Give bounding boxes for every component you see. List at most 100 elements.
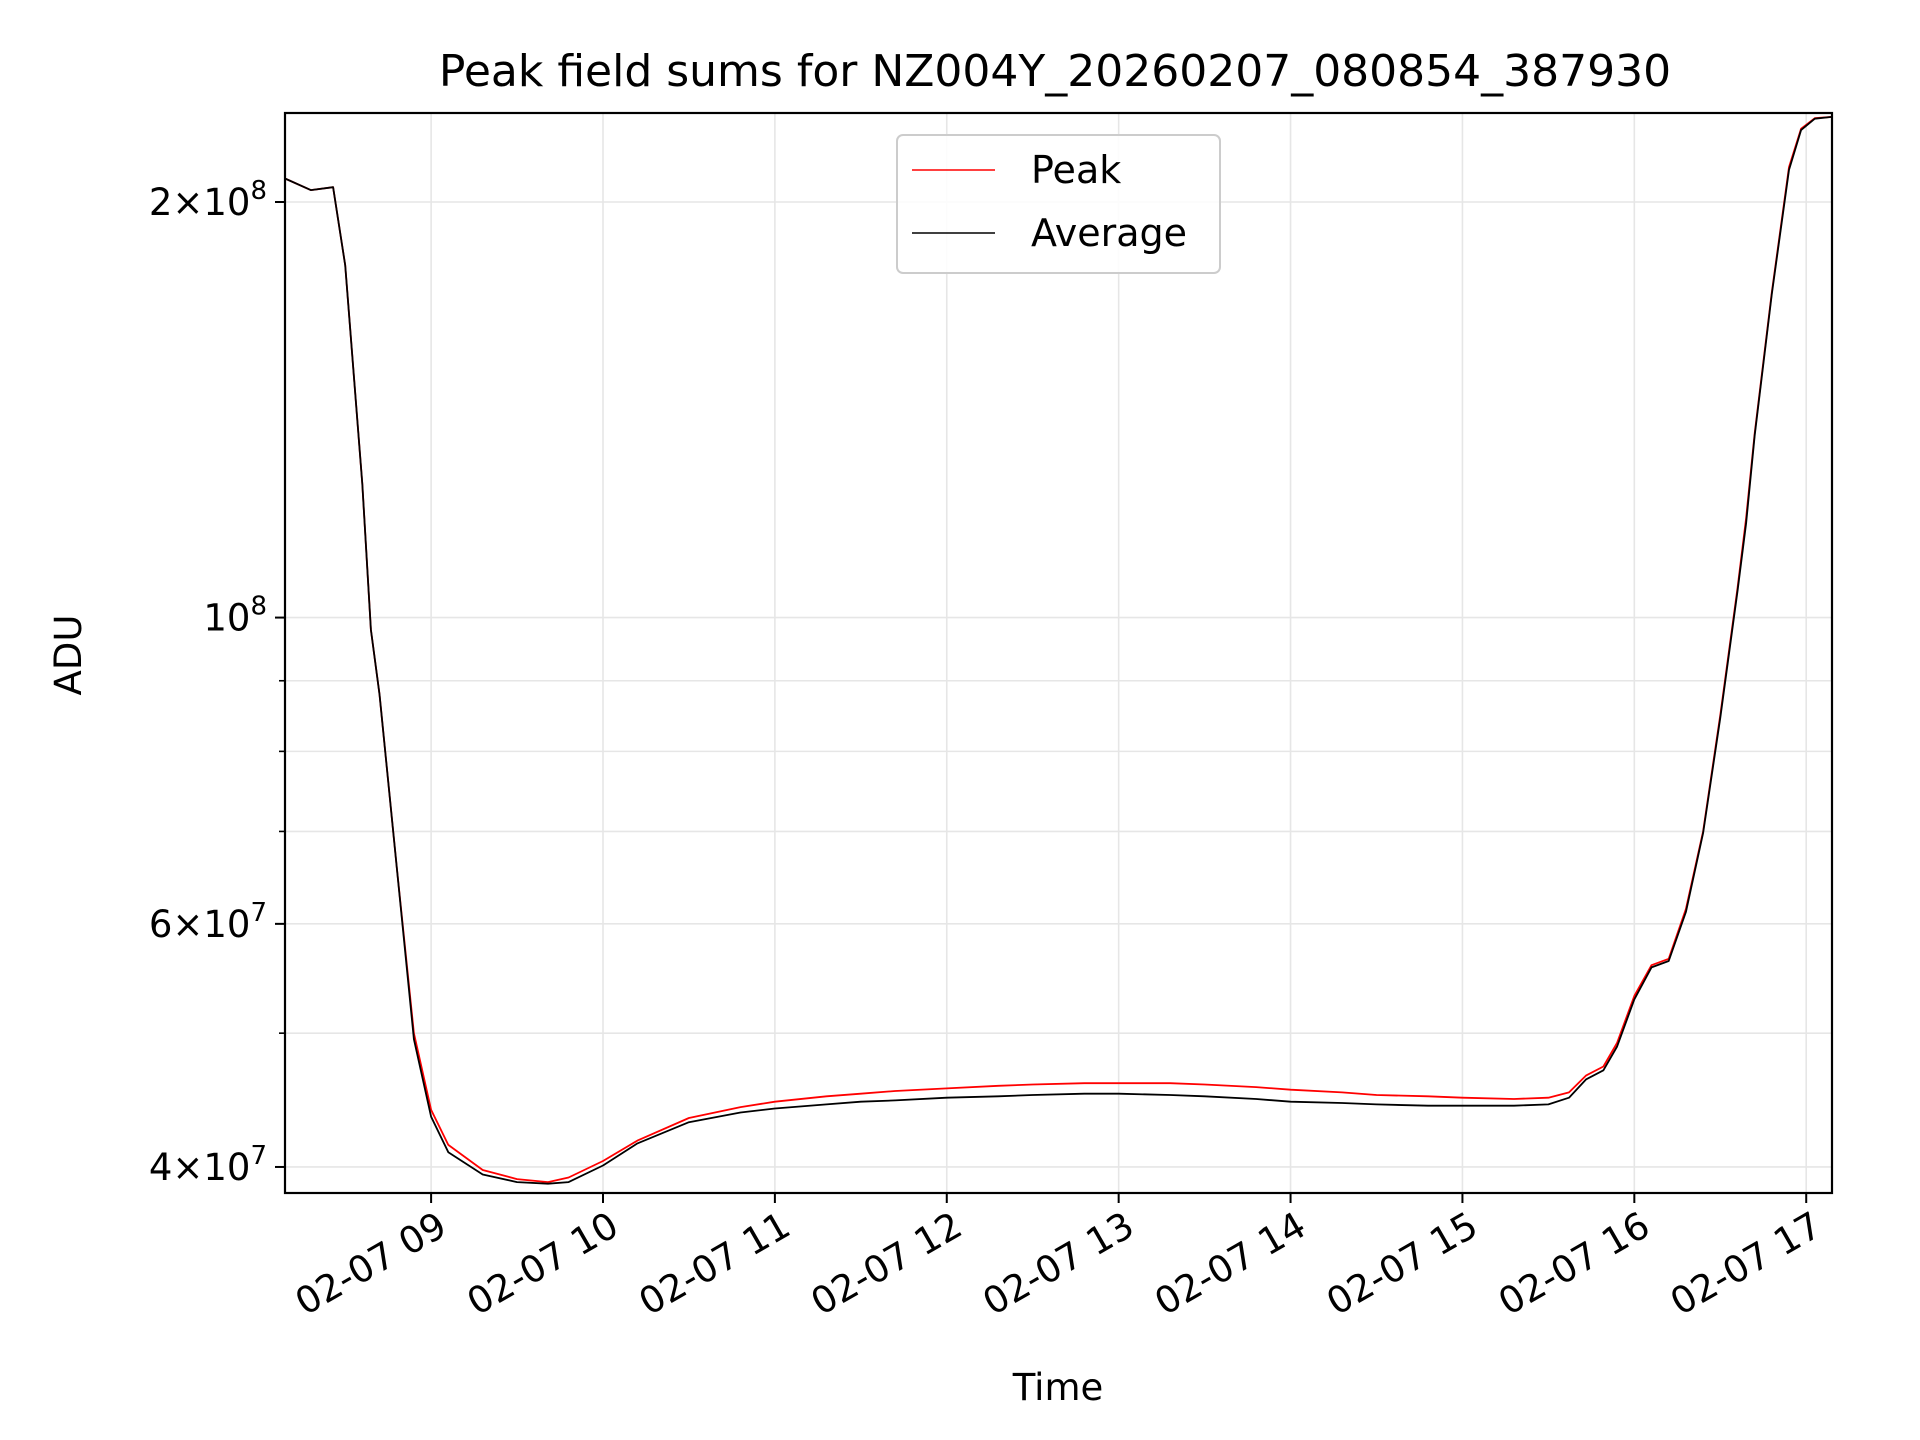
data-point-average xyxy=(1771,293,1773,295)
data-point-average xyxy=(344,264,346,266)
data-point-average xyxy=(1118,1093,1120,1095)
data-point-average xyxy=(1461,1105,1463,1107)
data-point-average xyxy=(1814,118,1816,120)
data-point-average xyxy=(430,1116,432,1118)
data-point-average xyxy=(370,629,372,631)
legend-peak-label: Peak xyxy=(1031,148,1121,192)
data-point-average xyxy=(310,189,312,191)
data-point-average xyxy=(1083,1093,1085,1095)
data-point-peak xyxy=(946,1087,948,1089)
data-point-peak xyxy=(447,1144,449,1146)
data-point-peak xyxy=(1032,1084,1034,1086)
data-point-average xyxy=(740,1112,742,1114)
data-point-average xyxy=(1737,590,1739,592)
y-tick-label: 4×107 xyxy=(149,1141,267,1189)
data-point-average xyxy=(1427,1105,1429,1107)
data-point-average xyxy=(1169,1094,1171,1096)
data-point-average xyxy=(379,693,381,695)
y-tick-label: 2×108 xyxy=(149,176,267,224)
data-point-average xyxy=(413,1038,415,1040)
data-point-peak xyxy=(1461,1097,1463,1099)
data-point-peak xyxy=(1083,1082,1085,1084)
data-point-peak xyxy=(1255,1086,1257,1088)
x-axis-label: Time xyxy=(1012,1366,1104,1409)
series-line-average xyxy=(284,116,1833,1185)
data-point-peak xyxy=(516,1178,518,1180)
y-tick-label: 108 xyxy=(203,592,267,640)
data-point-peak xyxy=(1169,1082,1171,1084)
chart-title: Peak field sums for NZ004Y_20260207_0808… xyxy=(439,46,1671,97)
data-point-average xyxy=(1788,169,1790,171)
data-point-average xyxy=(1585,1078,1587,1080)
data-point-peak xyxy=(688,1117,690,1119)
data-point-average xyxy=(826,1103,828,1105)
data-point-average xyxy=(602,1165,604,1167)
data-point-average xyxy=(688,1121,690,1123)
data-point-average xyxy=(1616,1046,1618,1048)
data-point-average xyxy=(946,1097,948,1099)
data-point-average xyxy=(636,1142,638,1144)
data-point-peak xyxy=(1513,1098,1515,1100)
y-axis-label: ADU xyxy=(47,615,90,696)
data-point-average xyxy=(774,1108,776,1110)
data-point-peak xyxy=(997,1085,999,1087)
data-point-average xyxy=(1255,1098,1257,1100)
data-point-average xyxy=(1633,998,1635,1000)
data-point-average xyxy=(332,186,334,188)
series-layer xyxy=(284,116,1833,1185)
data-point-peak xyxy=(774,1101,776,1103)
data-point-peak xyxy=(1341,1091,1343,1093)
data-point-average xyxy=(1702,832,1704,834)
data-point-average xyxy=(1341,1102,1343,1104)
data-point-peak xyxy=(602,1160,604,1162)
data-point-peak xyxy=(1376,1094,1378,1096)
data-point-average xyxy=(547,1183,549,1185)
y-tick-label: 6×107 xyxy=(149,898,267,946)
data-point-peak xyxy=(1118,1082,1120,1084)
grid-lines xyxy=(285,113,1832,1193)
data-point-peak xyxy=(860,1093,862,1095)
data-point-average xyxy=(396,866,398,868)
data-point-average xyxy=(1568,1097,1570,1099)
data-point-average xyxy=(1668,960,1670,962)
data-point-average xyxy=(1032,1094,1034,1096)
data-point-average xyxy=(1719,717,1721,719)
data-point-average xyxy=(1745,522,1747,524)
data-point-average xyxy=(1290,1101,1292,1103)
data-point-peak xyxy=(1427,1095,1429,1097)
legend-average-label: Average xyxy=(1031,211,1187,255)
data-point-average xyxy=(860,1101,862,1103)
data-point-peak xyxy=(894,1090,896,1092)
data-point-peak xyxy=(636,1140,638,1142)
data-point-average xyxy=(361,483,363,485)
data-point-average xyxy=(1204,1095,1206,1097)
data-point-average xyxy=(1685,911,1687,913)
data-point-average xyxy=(894,1099,896,1101)
data-point-peak xyxy=(482,1169,484,1171)
data-point-peak xyxy=(740,1106,742,1108)
plot-area-frame xyxy=(283,111,1834,1195)
data-point-average xyxy=(997,1095,999,1097)
legend: Peak Average xyxy=(896,134,1221,274)
data-point-average xyxy=(447,1151,449,1153)
data-point-average xyxy=(1602,1069,1604,1071)
data-point-average xyxy=(1376,1103,1378,1105)
data-point-peak xyxy=(1651,964,1653,966)
data-point-peak xyxy=(1204,1084,1206,1086)
data-point-average xyxy=(1754,434,1756,436)
data-point-average xyxy=(1651,966,1653,968)
y-axis: 4×107 6×107 108 2×108 xyxy=(149,176,285,1189)
data-point-average xyxy=(516,1181,518,1183)
data-point-peak xyxy=(1290,1089,1292,1091)
data-point-peak xyxy=(1568,1091,1570,1093)
data-point-average xyxy=(1800,129,1802,131)
data-point-average xyxy=(1547,1103,1549,1105)
data-point-average xyxy=(482,1174,484,1176)
data-point-peak xyxy=(826,1095,828,1097)
data-point-peak xyxy=(568,1177,570,1179)
data-point-average xyxy=(1513,1105,1515,1107)
data-point-peak xyxy=(1585,1074,1587,1076)
data-point-peak xyxy=(1547,1097,1549,1099)
data-point-peak xyxy=(1602,1066,1604,1068)
